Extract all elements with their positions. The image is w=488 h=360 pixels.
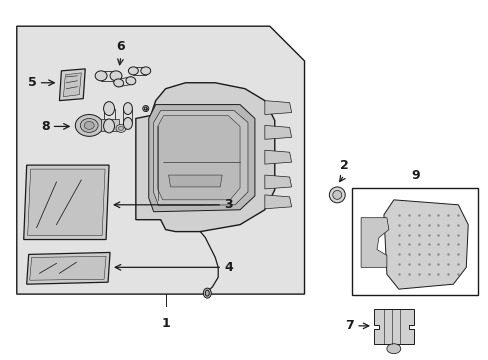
Polygon shape — [168, 175, 222, 187]
Ellipse shape — [128, 67, 138, 75]
Polygon shape — [153, 111, 247, 206]
Text: 8: 8 — [41, 120, 49, 133]
Ellipse shape — [123, 103, 132, 114]
Ellipse shape — [103, 119, 114, 133]
Ellipse shape — [114, 79, 123, 87]
Bar — [351, 188, 477, 295]
Polygon shape — [28, 169, 105, 235]
Ellipse shape — [328, 187, 345, 203]
Text: 9: 9 — [410, 169, 419, 182]
Ellipse shape — [103, 102, 114, 116]
Ellipse shape — [203, 288, 211, 298]
Ellipse shape — [386, 344, 400, 354]
Polygon shape — [157, 116, 240, 200]
Ellipse shape — [332, 190, 341, 199]
Text: 5: 5 — [28, 76, 37, 89]
Ellipse shape — [80, 118, 98, 132]
Polygon shape — [264, 100, 291, 114]
Text: 6: 6 — [117, 40, 125, 53]
Polygon shape — [148, 105, 254, 212]
Ellipse shape — [144, 107, 147, 110]
Polygon shape — [360, 218, 388, 267]
Ellipse shape — [116, 125, 126, 132]
Ellipse shape — [95, 71, 107, 81]
Polygon shape — [27, 252, 110, 284]
Polygon shape — [383, 200, 468, 289]
Ellipse shape — [118, 126, 123, 130]
Ellipse shape — [141, 67, 150, 75]
Polygon shape — [264, 150, 291, 164]
Polygon shape — [17, 26, 304, 294]
Ellipse shape — [84, 121, 94, 129]
Text: 2: 2 — [339, 159, 348, 172]
Polygon shape — [264, 125, 291, 139]
Text: 4: 4 — [224, 261, 232, 274]
Polygon shape — [63, 73, 81, 96]
Ellipse shape — [142, 105, 148, 112]
Ellipse shape — [110, 71, 122, 81]
Polygon shape — [30, 256, 106, 280]
Text: 7: 7 — [345, 319, 353, 332]
Polygon shape — [60, 69, 85, 100]
Polygon shape — [373, 309, 413, 344]
Polygon shape — [24, 165, 109, 239]
Ellipse shape — [123, 117, 132, 129]
Ellipse shape — [205, 290, 209, 296]
Polygon shape — [264, 195, 291, 209]
Bar — [101, 120, 119, 131]
Ellipse shape — [126, 77, 136, 85]
Polygon shape — [136, 83, 274, 231]
Polygon shape — [264, 175, 291, 189]
Text: 1: 1 — [161, 317, 170, 330]
Ellipse shape — [75, 114, 103, 136]
Text: 3: 3 — [224, 198, 232, 211]
